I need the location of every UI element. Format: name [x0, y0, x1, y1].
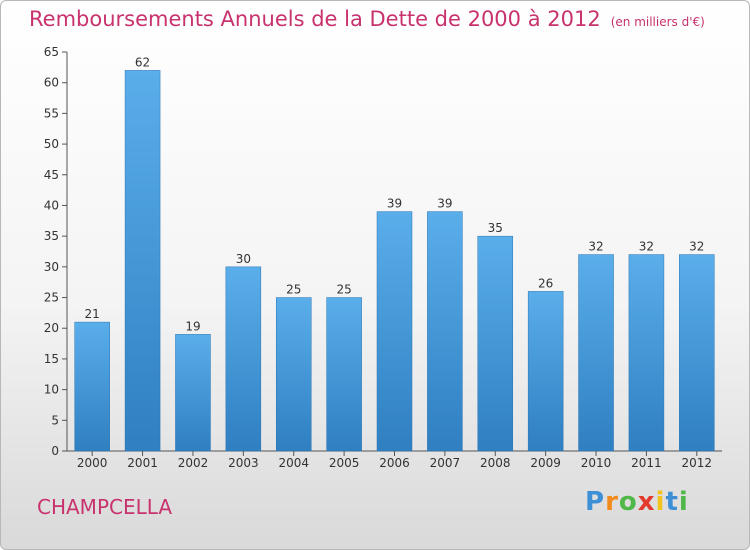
y-tick-label: 65: [44, 45, 59, 59]
x-tick-label: 2012: [682, 456, 713, 470]
y-tick-label: 50: [44, 137, 59, 151]
bar-value-label: 39: [387, 197, 402, 211]
commune-name: CHAMPCELLA: [37, 495, 173, 519]
x-tick-label: 2000: [77, 456, 108, 470]
bar: [427, 211, 463, 452]
bar: [326, 297, 362, 452]
y-tick-label: 15: [44, 352, 59, 366]
y-tick-label: 25: [44, 291, 59, 305]
logo-letter: x: [637, 487, 656, 517]
x-tick-label: 2009: [530, 456, 561, 470]
bar: [578, 254, 614, 452]
bar-value-label: 39: [437, 197, 452, 211]
bar-value-label: 32: [689, 240, 704, 254]
bar: [74, 321, 110, 452]
y-tick-label: 35: [44, 229, 59, 243]
x-tick-label: 2010: [581, 456, 612, 470]
y-tick-label: 40: [44, 198, 59, 212]
x-tick-label: 2011: [631, 456, 662, 470]
bar: [679, 254, 715, 452]
logo-letter: r: [605, 487, 619, 517]
x-tick-label: 2001: [127, 456, 158, 470]
bar-value-label: 35: [488, 221, 503, 235]
x-tick-label: 2003: [228, 456, 259, 470]
chart-title: Remboursements Annuels de la Dette de 20…: [29, 7, 705, 31]
proxiti-logo: Proxiti: [585, 487, 689, 517]
x-tick-label: 2007: [430, 456, 461, 470]
logo-letter: t: [665, 487, 679, 517]
bar: [376, 211, 413, 452]
logo-letter: i: [655, 487, 666, 517]
bar-value-label: 25: [286, 283, 301, 297]
bar-value-label: 26: [538, 276, 553, 290]
y-tick-label: 30: [44, 260, 59, 274]
logo-letter: i: [678, 487, 689, 517]
bar: [628, 254, 665, 452]
bar: [275, 297, 312, 452]
bar: [527, 291, 564, 452]
y-tick-label: 45: [44, 168, 59, 182]
y-tick-label: 55: [44, 106, 59, 120]
bar: [124, 70, 161, 452]
bar-value-label: 32: [588, 240, 603, 254]
x-tick-label: 2006: [379, 456, 410, 470]
bar-value-label: 32: [639, 240, 654, 254]
y-tick-label: 10: [44, 383, 59, 397]
logo-letter: o: [618, 487, 638, 517]
bar-value-label: 30: [236, 252, 251, 266]
bar: [175, 334, 211, 452]
bar-value-label: 25: [336, 283, 351, 297]
x-tick-label: 2005: [329, 456, 360, 470]
bar-value-label: 21: [85, 307, 100, 321]
x-tick-label: 2004: [278, 456, 309, 470]
y-tick-label: 5: [51, 413, 59, 427]
bar: [477, 235, 514, 452]
logo-letter: P: [585, 487, 606, 517]
x-tick-label: 2008: [480, 456, 511, 470]
y-tick-label: 20: [44, 321, 59, 335]
x-tick-label: 2002: [178, 456, 209, 470]
bar: [225, 266, 262, 452]
chart-subtitle: (en milliers d'€): [610, 15, 705, 29]
chart-title-text: Remboursements Annuels de la Dette de 20…: [29, 7, 601, 31]
y-tick-label: 0: [51, 444, 59, 458]
y-tick-label: 60: [44, 76, 59, 90]
bar-value-label: 62: [135, 55, 150, 69]
bar-value-label: 19: [185, 319, 200, 333]
